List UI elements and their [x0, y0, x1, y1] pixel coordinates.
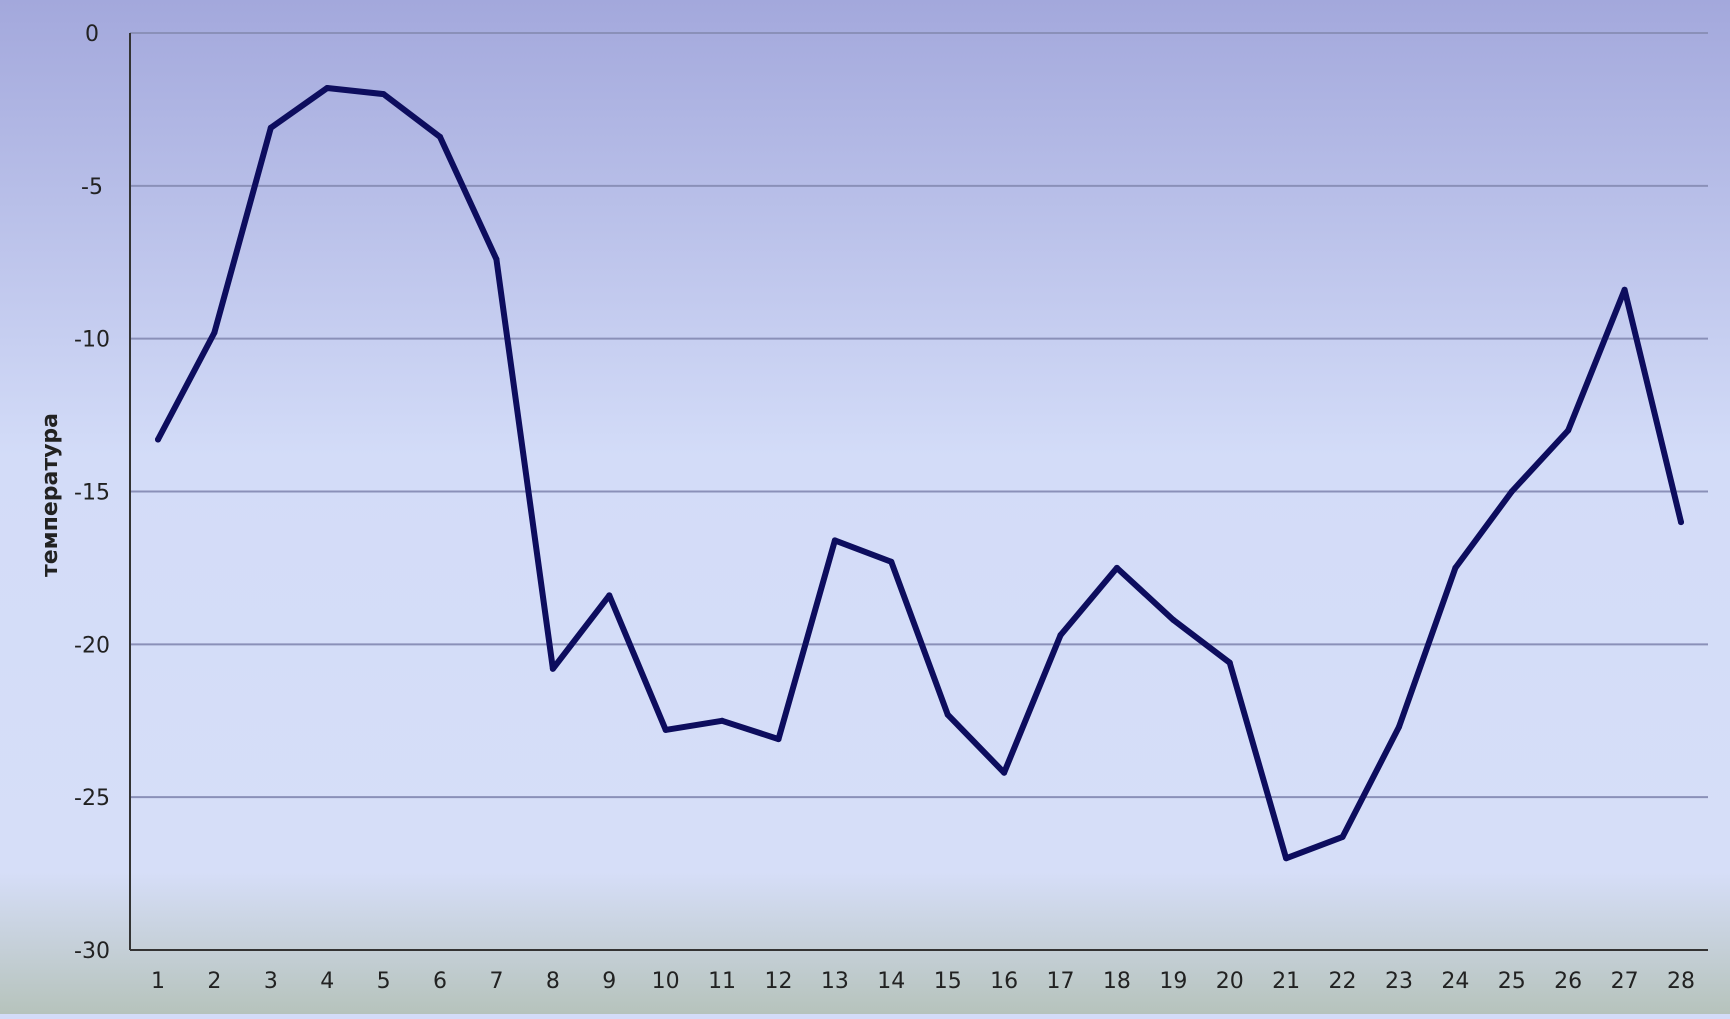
x-tick-label: 9 [602, 969, 616, 994]
data-point [380, 91, 387, 98]
y-tick-label: -20 [74, 633, 110, 658]
data-point [1339, 833, 1346, 840]
series-lines [155, 85, 1684, 862]
data-point [1565, 427, 1572, 434]
y-tick-label: -30 [74, 939, 110, 964]
x-tick-label: 25 [1498, 969, 1526, 994]
x-tick-label: 28 [1667, 969, 1695, 994]
x-tick-label: 11 [708, 969, 736, 994]
axes [129, 33, 1708, 951]
data-point [267, 124, 274, 131]
data-point [1057, 632, 1064, 639]
data-point [831, 537, 838, 544]
x-tick-label: 6 [433, 969, 447, 994]
series-line [155, 85, 1684, 862]
x-tick-label: 5 [377, 969, 391, 994]
data-point [155, 436, 161, 443]
x-tick-label: 23 [1385, 969, 1413, 994]
data-point [662, 726, 669, 733]
y-tick-label: -5 [81, 175, 103, 200]
data-point [944, 711, 951, 718]
data-point [719, 717, 726, 724]
x-tick-label: 7 [489, 969, 503, 994]
data-point [1001, 769, 1008, 776]
data-point [211, 329, 218, 336]
x-tick-label: 10 [652, 969, 680, 994]
x-tick-label: 8 [546, 969, 560, 994]
x-tick-label: 21 [1272, 969, 1300, 994]
x-tick-label: 1 [151, 969, 165, 994]
y-tick-label: -25 [74, 786, 110, 811]
data-point [775, 736, 782, 743]
x-tick-label: 26 [1554, 969, 1582, 994]
data-point [606, 592, 613, 599]
data-point [493, 256, 500, 263]
x-tick-label: 19 [1159, 969, 1187, 994]
x-tick-label: 20 [1216, 969, 1244, 994]
data-point [888, 558, 895, 565]
data-point [1508, 488, 1515, 495]
x-tick-label: 4 [320, 969, 334, 994]
y-tick-label: 0 [85, 22, 99, 47]
data-point [324, 85, 331, 92]
x-tick-label: 2 [207, 969, 221, 994]
y-axis-label: температура [38, 413, 63, 577]
x-tick-label: 22 [1329, 969, 1357, 994]
data-point [1170, 616, 1177, 623]
data-point [549, 665, 556, 672]
data-point [437, 133, 444, 140]
x-tick-label: 17 [1047, 969, 1075, 994]
data-point [1678, 519, 1684, 526]
data-point [1452, 564, 1459, 571]
x-tick-label: 15 [934, 969, 962, 994]
y-tick-labels: 0 -5 -10 -15 -20 -25 -30 [74, 22, 110, 964]
x-tick-label: 18 [1103, 969, 1131, 994]
x-tick-labels: 1 2 3 4 5 6 7 8 9 10 11 12 13 14 15 16 17 18 19 20 21 22 23 24 2… [151, 969, 1695, 994]
x-tick-label: 27 [1611, 969, 1639, 994]
data-point [1113, 564, 1120, 571]
data-point [1226, 659, 1233, 666]
y-tick-label: -10 [74, 328, 110, 353]
x-tick-label: 24 [1441, 969, 1469, 994]
x-tick-label: 13 [821, 969, 849, 994]
x-tick-label: 14 [877, 969, 905, 994]
y-tick-label: -15 [74, 481, 110, 506]
x-tick-label: 16 [990, 969, 1018, 994]
data-point [1621, 286, 1628, 293]
x-tick-label: 3 [264, 969, 278, 994]
data-point [1283, 855, 1290, 862]
data-point [1395, 723, 1402, 730]
x-tick-label: 12 [764, 969, 792, 994]
